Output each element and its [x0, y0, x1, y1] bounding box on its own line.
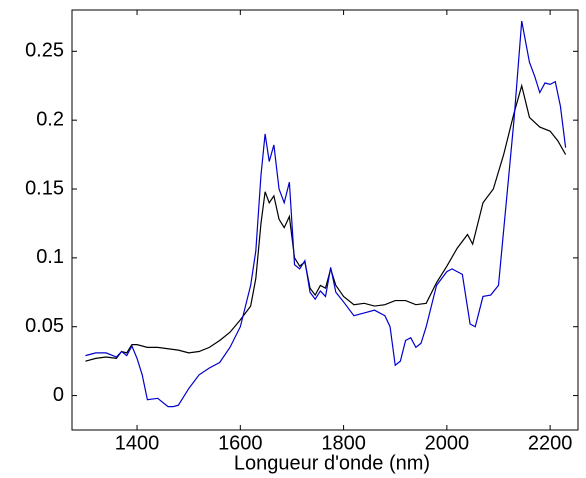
y-tick-label: 0.15 [25, 177, 64, 199]
y-tick-label: 0.2 [36, 108, 64, 130]
x-tick-label: 1800 [321, 432, 366, 454]
y-tick-label: 0.1 [36, 246, 64, 268]
y-tick-label: 0 [53, 384, 64, 406]
x-tick-label: 2200 [528, 432, 573, 454]
x-tick-label: 2000 [425, 432, 470, 454]
data-line [85, 20, 567, 408]
y-tick-label: 0.25 [25, 40, 64, 62]
x-tick-label: 1400 [115, 432, 160, 454]
data-line [85, 83, 567, 362]
x-axis-label: Longueur d'onde (nm) [234, 452, 430, 474]
plot-frame [71, 9, 579, 431]
x-tick-label: 1600 [218, 432, 263, 454]
y-tick-label: 0.05 [25, 315, 64, 337]
